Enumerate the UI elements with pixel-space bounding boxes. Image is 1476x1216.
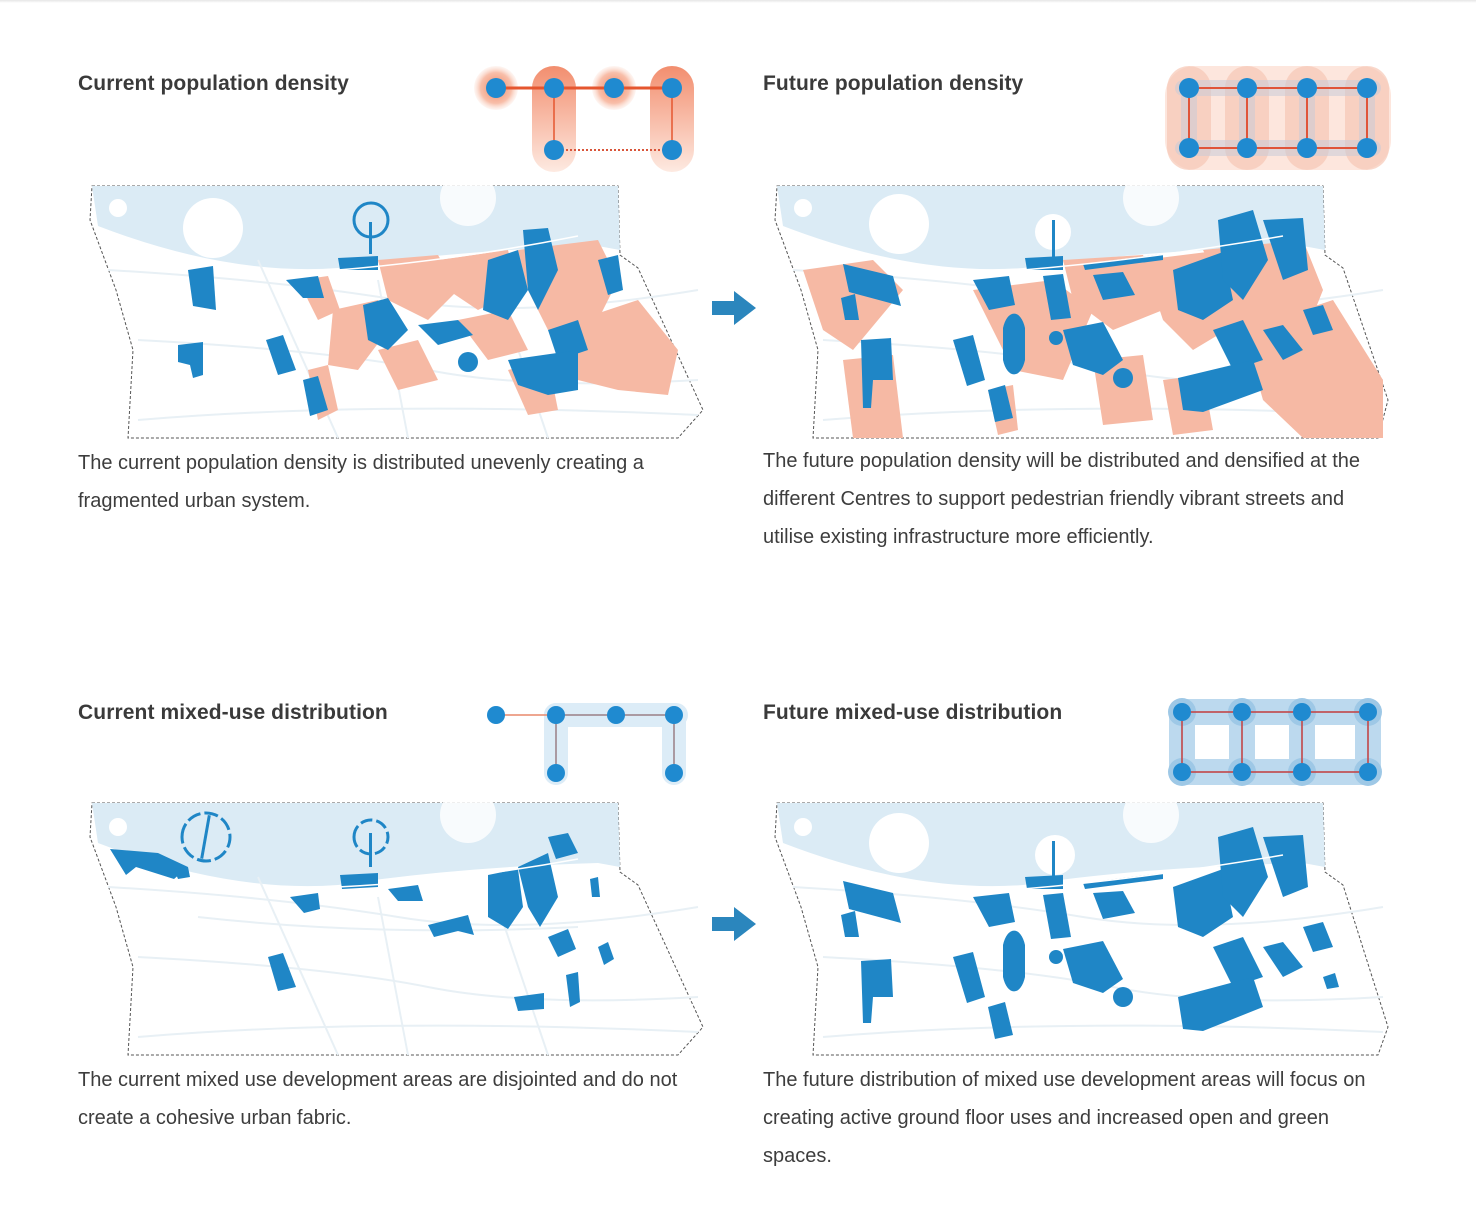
panel-current-population-density: Current population density	[78, 66, 718, 532]
current-mixed-use-map	[89, 797, 704, 1056]
future-population-density-map	[774, 180, 1389, 439]
panel-future-mixed-use-distribution: Future mixed-use distribution	[763, 698, 1403, 1181]
panel-description: The current population density is distri…	[78, 452, 644, 512]
panel-future-population-density: Future population density	[763, 66, 1403, 552]
panel-description: The future population density will be di…	[763, 450, 1361, 548]
panel-description: The future distribution of mixed use dev…	[763, 1069, 1366, 1167]
connected-grid-density-icon	[1165, 66, 1391, 170]
panel-title: Current population density	[78, 72, 349, 95]
current-population-density-map	[89, 180, 704, 439]
panel-title: Current mixed-use distribution	[78, 701, 388, 724]
fragmented-centres-density-icon	[474, 66, 694, 172]
arrow-right-icon	[712, 291, 756, 325]
fragmented-centres-mixed-use-icon	[487, 703, 688, 785]
panel-title: Future population density	[763, 72, 1024, 95]
future-mixed-use-map	[774, 797, 1389, 1056]
top-divider	[0, 0, 1476, 3]
panel-description: The current mixed use development areas …	[78, 1069, 678, 1129]
arrow-right-icon	[712, 907, 756, 941]
connected-grid-mixed-use-icon	[1168, 698, 1382, 786]
panel-current-mixed-use-distribution: Current mixed-use distribution	[78, 701, 718, 1161]
panel-title: Future mixed-use distribution	[763, 701, 1063, 724]
